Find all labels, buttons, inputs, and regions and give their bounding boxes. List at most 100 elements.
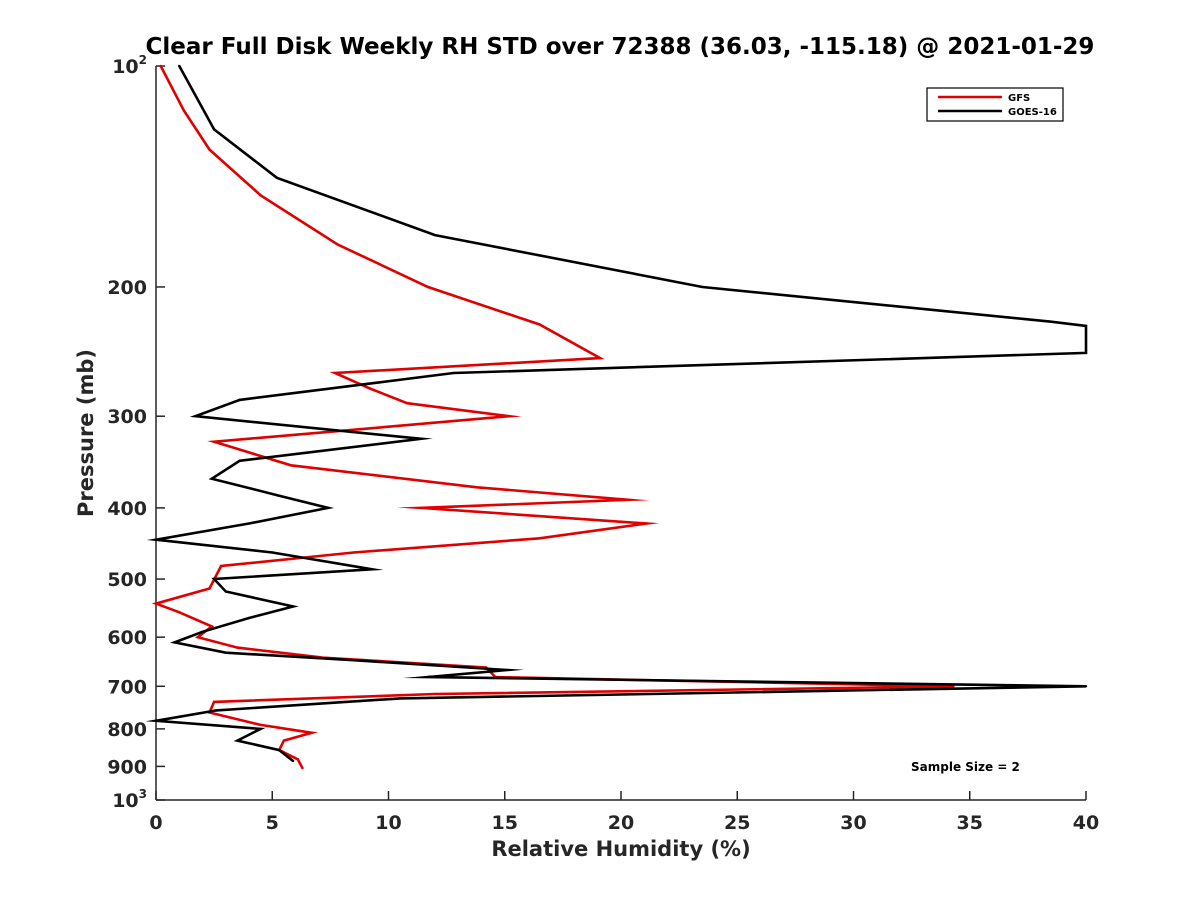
y-tick-label-base: 400 (107, 498, 147, 520)
data-point-gfs (626, 498, 630, 502)
x-ticks: 0 5 10 15 20 25 30 35 40 (149, 791, 1099, 834)
data-point-goes16 (1084, 685, 1088, 688)
data-point-gfs (475, 486, 479, 489)
data-point-gfs (310, 731, 313, 735)
data-point-goes16 (275, 176, 279, 179)
data-point-gfs (212, 700, 216, 704)
data-point-goes16 (291, 759, 295, 763)
data-point-gfs (208, 148, 211, 151)
x-tick-label: 10 (375, 812, 401, 834)
data-point-goes16 (259, 727, 262, 731)
data-point-gfs (538, 537, 541, 540)
data-point-goes16 (212, 577, 216, 581)
y-tick-label-base: 500 (107, 569, 147, 591)
y-tick-label-base: 10 (112, 56, 138, 78)
data-point-goes16 (238, 398, 241, 402)
data-point-goes16 (224, 590, 227, 593)
data-point-gfs (419, 506, 423, 510)
data-point-gfs (426, 285, 430, 289)
y-tick-label-base: 700 (107, 676, 147, 698)
data-point-goes16 (452, 371, 455, 375)
data-point-goes16 (271, 551, 274, 554)
data-point-gfs (301, 766, 304, 770)
y-tick-label: 600 (107, 627, 147, 649)
data-point-goes16 (173, 641, 176, 644)
sample-size-annotation: Sample Size = 2 (911, 760, 1020, 774)
data-point-gfs (208, 587, 211, 590)
data-point-gfs (352, 551, 355, 554)
data-point-goes16 (247, 522, 251, 525)
data-point-goes16 (371, 568, 374, 571)
data-point-gfs (282, 739, 286, 742)
data-point-goes16 (178, 64, 181, 68)
data-point-gfs (259, 723, 262, 727)
data-point-goes16 (291, 605, 295, 608)
x-tick-label: 25 (724, 812, 750, 834)
data-point-gfs (508, 415, 511, 418)
data-point-goes16 (278, 748, 281, 752)
data-point-goes16 (1084, 324, 1088, 328)
data-point-goes16 (210, 477, 213, 480)
data-point-gfs (289, 464, 293, 467)
data-point-goes16 (154, 719, 158, 722)
data-point-goes16 (236, 739, 239, 742)
data-point-goes16 (1049, 320, 1053, 323)
data-point-gfs (538, 323, 541, 326)
data-point-gfs (645, 522, 648, 525)
data-point-gfs (210, 625, 213, 628)
y-axis-label: Pressure (mb) (74, 349, 98, 517)
data-point-goes16 (238, 459, 241, 462)
x-axis-label: Relative Humidity (%) (491, 837, 750, 861)
data-point-goes16 (398, 697, 402, 700)
data-point-gfs (159, 64, 162, 68)
data-point-gfs (182, 109, 186, 112)
plot-area: 0 5 10 15 20 25 30 35 40 10220030040050060070080… (107, 53, 1099, 834)
data-point-goes16 (201, 630, 204, 634)
y-tick-label-base: 900 (107, 756, 147, 778)
x-tick-label: 5 (266, 812, 279, 834)
y-tick-label-base: 200 (107, 277, 147, 299)
data-point-goes16 (154, 538, 158, 541)
y-tick-label: 400 (107, 498, 147, 520)
data-point-gfs (368, 387, 372, 390)
x-tick-label: 40 (1073, 812, 1099, 834)
data-point-goes16 (278, 494, 281, 497)
y-tick-label-base: 600 (107, 627, 147, 649)
y-tick-label: 800 (107, 719, 147, 741)
y-tick-label: 900 (107, 756, 147, 778)
data-point-gfs (236, 646, 239, 649)
y-tick-label: 700 (107, 676, 147, 698)
data-point-gfs (405, 401, 409, 405)
data-point-gfs (387, 425, 390, 428)
data-point-gfs (259, 194, 262, 197)
data-point-gfs (336, 243, 339, 246)
y-tick-label: 500 (107, 569, 147, 591)
y-tick-label: 300 (107, 406, 147, 428)
data-point-gfs (212, 440, 216, 443)
data-point-goes16 (419, 437, 423, 440)
data-point-gfs (433, 692, 437, 696)
y-tick-label-base: 300 (107, 406, 147, 428)
y-tick-label: 200 (107, 277, 147, 299)
data-point-goes16 (326, 506, 330, 510)
x-tick-label: 0 (149, 812, 162, 834)
legend-box (926, 87, 1064, 122)
data-point-goes16 (433, 233, 437, 237)
y-tick-label-base: 10 (112, 790, 138, 812)
data-point-gfs (154, 602, 158, 605)
x-tick-label: 35 (957, 812, 983, 834)
data-point-goes16 (224, 651, 227, 654)
y-tick-label-base: 800 (107, 719, 147, 741)
data-point-goes16 (352, 659, 355, 662)
chart-title: Clear Full Disk Weekly RH STD over 72388… (146, 34, 1095, 60)
y-tick-label: 102 (112, 53, 147, 78)
x-tick-label: 30 (840, 812, 866, 834)
data-point-goes16 (1084, 351, 1088, 355)
x-tick-label: 15 (492, 812, 518, 834)
data-point-gfs (196, 635, 200, 639)
y-tick-label-exponent: 2 (139, 53, 147, 67)
data-point-gfs (178, 611, 181, 614)
